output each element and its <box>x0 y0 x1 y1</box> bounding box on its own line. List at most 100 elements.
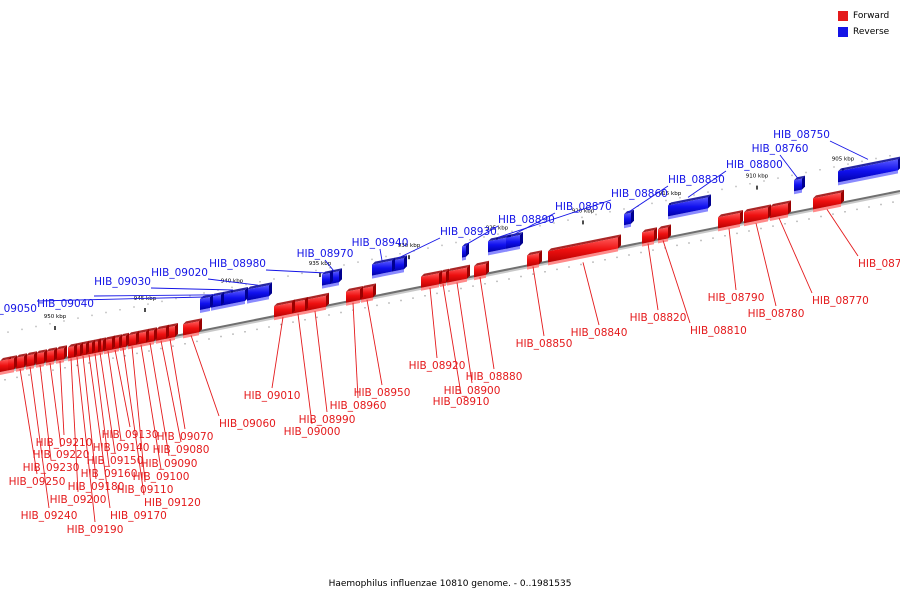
gene-top <box>136 328 149 334</box>
label-leader <box>647 243 659 311</box>
gene-label-HIB_08770: HIB_08770 <box>812 295 869 307</box>
label-leader <box>131 346 146 483</box>
gene-body <box>421 273 439 288</box>
gene-side <box>269 282 272 297</box>
label-leader <box>82 355 97 480</box>
gene-HIB_08800[interactable] <box>668 194 711 220</box>
gene-side <box>74 343 77 358</box>
gene-body <box>156 327 166 341</box>
gene-side <box>768 204 771 219</box>
gene-body <box>474 263 486 278</box>
label-leader <box>779 154 799 179</box>
gene-side <box>802 175 805 190</box>
gene-HIB_09220[interactable] <box>46 347 57 366</box>
gene-HIB_08940[interactable] <box>372 257 395 279</box>
gene-shadow <box>668 208 708 220</box>
gene-HIB_08870[interactable] <box>506 232 523 252</box>
gene-HIB_09040[interactable] <box>211 291 224 311</box>
gene-HIB_09210[interactable] <box>56 345 67 364</box>
gene-HIB_09240[interactable] <box>26 351 37 370</box>
gene-HIB_09050[interactable] <box>200 294 213 313</box>
gene-top <box>128 330 139 336</box>
gene-shadow <box>304 306 326 315</box>
gene-top <box>304 292 329 301</box>
gene-body <box>642 230 654 244</box>
gene-side <box>668 224 671 239</box>
gene-top <box>183 318 202 325</box>
gene-side <box>292 299 295 314</box>
gene-label-HIB_09050: HIB_09050 <box>0 303 37 315</box>
label-leader <box>829 140 869 160</box>
gene-HIB_08840[interactable] <box>548 234 621 266</box>
gene-side <box>392 257 395 272</box>
gene-label-HIB_09100: HIB_09100 <box>133 471 190 483</box>
gene-HIB_09080[interactable] <box>156 324 169 344</box>
gene-side <box>146 328 149 343</box>
gene-HIB_08990[interactable] <box>304 292 329 315</box>
gene-label-HIB_09210: HIB_09210 <box>36 437 93 449</box>
gene-HIB_08790[interactable] <box>718 210 743 232</box>
gene-label-HIB_09120: HIB_09120 <box>144 497 201 509</box>
gene-HIB_08890[interactable] <box>462 242 469 261</box>
label-leader <box>76 357 96 523</box>
gene-HIB_09200[interactable] <box>68 343 77 362</box>
gene-side <box>126 332 129 347</box>
gene-HIB_09230[interactable] <box>36 349 47 368</box>
label-leader <box>94 353 110 467</box>
gene-HIB_08780[interactable] <box>744 204 771 227</box>
gene-HIB_08750[interactable] <box>838 156 900 186</box>
gene-top <box>668 194 711 206</box>
gene-HIB_08950[interactable] <box>361 283 376 303</box>
gene-body <box>506 235 520 249</box>
label-leader <box>512 212 556 236</box>
gene-side <box>439 270 442 285</box>
gene-side <box>618 234 621 249</box>
gene-HIB_08850[interactable] <box>527 250 542 270</box>
gene-side <box>64 345 67 360</box>
legend-forward: Forward <box>838 9 898 23</box>
gene-side <box>154 327 157 342</box>
gene-HIB_09020[interactable] <box>247 282 272 304</box>
gene-HIB_08820[interactable] <box>642 227 657 247</box>
gene-HIB_08760[interactable] <box>794 175 805 195</box>
gene-edge-b[interactable] <box>8 355 17 374</box>
gene-shadow <box>447 278 467 286</box>
gene-top <box>104 335 115 341</box>
gene-body <box>838 159 898 183</box>
label-leader <box>379 248 383 261</box>
gene-HIB_09250[interactable] <box>16 353 27 372</box>
gene-side <box>112 335 115 350</box>
gene-body <box>16 356 24 369</box>
gene-HIB_09010[interactable] <box>274 299 295 321</box>
gene-top <box>120 332 129 337</box>
gene-HIB_08740[interactable] <box>813 189 844 213</box>
gene-HIB_08830[interactable] <box>624 209 634 229</box>
gene-HIB_08920[interactable] <box>421 270 442 291</box>
gene-body <box>346 289 360 303</box>
gene-label-HIB_09090: HIB_09090 <box>141 458 198 470</box>
gene-labels: HIB_08750HIB_08760HIB_08800HIB_08830HIB_… <box>0 129 900 536</box>
label-leader <box>49 362 62 448</box>
gene-HIB_08980[interactable] <box>322 270 333 289</box>
gene-HIB_08880[interactable] <box>474 260 489 281</box>
gene-label-HIB_08910: HIB_08910 <box>433 396 490 408</box>
gene-body <box>447 267 467 283</box>
label-leader <box>429 287 438 359</box>
gene-label-HIB_08880: HIB_08880 <box>466 371 523 383</box>
gene-side <box>103 337 106 352</box>
gene-shadow <box>200 308 210 313</box>
gene-label-HIB_08760: HIB_08760 <box>752 143 809 155</box>
label-leader <box>29 366 50 509</box>
gene-HIB_08770[interactable] <box>770 200 791 221</box>
ruler-tick-label: 945 kbp <box>134 296 157 302</box>
gene-HIB_08810[interactable] <box>658 224 671 244</box>
gene-label-HIB_09150: HIB_09150 <box>87 455 144 467</box>
gene-HIB_08900[interactable] <box>447 264 470 286</box>
gene-HIB_09030[interactable] <box>221 287 248 309</box>
label-leader <box>169 338 186 430</box>
gene-body <box>274 302 292 318</box>
gene-HIB_09060[interactable] <box>183 318 202 339</box>
gene-HIB_08960[interactable] <box>346 286 363 306</box>
label-leader <box>442 283 462 395</box>
